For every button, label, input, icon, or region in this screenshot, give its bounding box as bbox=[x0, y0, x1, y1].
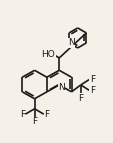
Text: N: N bbox=[58, 84, 64, 93]
Text: N: N bbox=[67, 38, 74, 47]
Text: F: F bbox=[32, 117, 37, 126]
Text: F: F bbox=[20, 110, 25, 119]
Text: F: F bbox=[78, 94, 83, 103]
Text: F: F bbox=[89, 75, 94, 84]
Text: F: F bbox=[89, 86, 94, 95]
Text: F: F bbox=[44, 110, 49, 119]
Text: HO: HO bbox=[41, 50, 55, 59]
